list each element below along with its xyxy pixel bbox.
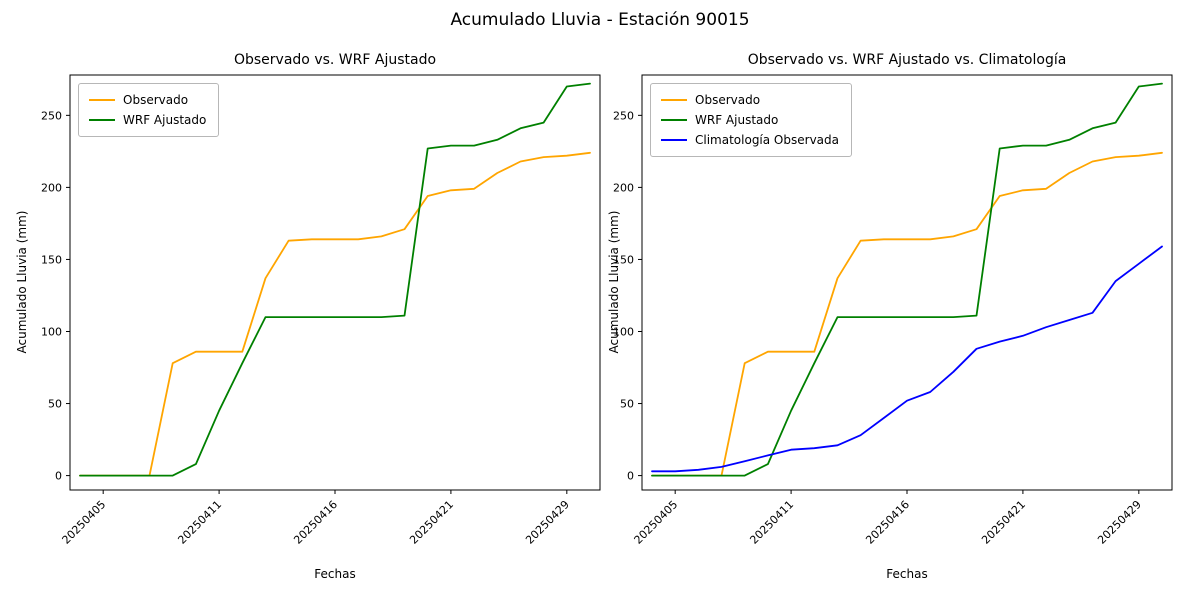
y-tick-label: 200 — [613, 181, 634, 194]
legend-label: WRF Ajustado — [695, 113, 779, 127]
y-tick-label: 100 — [41, 325, 62, 338]
y-tick-label: 100 — [613, 325, 634, 338]
y-tick-label: 50 — [620, 398, 634, 411]
legend-entry: WRF Ajustado — [659, 110, 841, 130]
series-line — [651, 245, 1163, 473]
x-tick-label: 20250405 — [632, 498, 681, 547]
legend-label: WRF Ajustado — [123, 113, 207, 127]
legend-entry: Observado — [87, 90, 208, 110]
legend-line-sample — [89, 119, 115, 121]
axes-frame — [69, 74, 601, 491]
legend-line-sample — [89, 99, 115, 101]
y-tick-label: 50 — [48, 398, 62, 411]
x-axis-label-right: Fechas — [886, 567, 928, 581]
subplot-title-left: Observado vs. WRF Ajustado — [233, 52, 437, 68]
y-tick-label: 250 — [41, 109, 62, 122]
series-line — [651, 82, 1163, 477]
legend-label: Observado — [695, 93, 761, 107]
legend-left: Observado WRF Ajustado — [78, 83, 220, 137]
series-line — [651, 151, 1163, 477]
series-line — [79, 151, 591, 477]
figure-title: Acumulado Lluvia - Estación 90015 — [450, 10, 750, 30]
y-tick-label: 150 — [41, 253, 62, 266]
x-tick-label: 20250411 — [747, 498, 796, 547]
y-tick-label: 0 — [55, 470, 62, 483]
x-tick-label: 20250405 — [60, 498, 109, 547]
legend-entry: Observado — [659, 90, 841, 110]
legend-label: Climatología Observada — [695, 133, 839, 147]
y-tick-label: 0 — [627, 470, 634, 483]
legend-line-sample — [661, 139, 687, 141]
x-tick-label: 20250416 — [863, 498, 912, 547]
x-tick-label: 20250411 — [175, 498, 224, 547]
legend-entry: Climatología Observada — [659, 130, 841, 150]
axes-frame — [641, 74, 1173, 491]
legend-line-sample — [661, 119, 687, 121]
x-tick-label: 20250421 — [979, 498, 1028, 547]
legend-label: Observado — [123, 93, 189, 107]
y-axis-label-left: Acumulado Lluvia (mm) — [15, 210, 29, 354]
series-line — [79, 82, 591, 477]
y-tick-label: 250 — [613, 109, 634, 122]
x-axis-label-left: Fechas — [314, 567, 356, 581]
legend-right: Observado WRF Ajustado Climatología Observ… — [650, 83, 852, 157]
x-tick-label: 20250429 — [1095, 498, 1144, 547]
y-axis-label-right: Acumulado Lluvia (mm) — [607, 210, 621, 354]
y-tick-label: 200 — [41, 181, 62, 194]
legend-line-sample — [661, 99, 687, 101]
legend-entry: WRF Ajustado — [87, 110, 208, 130]
x-tick-label: 20250421 — [407, 498, 456, 547]
subplot-title-right: Observado vs. WRF Ajustado vs. Climatolo… — [747, 52, 1067, 68]
y-tick-label: 150 — [613, 253, 634, 266]
x-tick-label: 20250429 — [523, 498, 572, 547]
x-tick-label: 20250416 — [291, 498, 340, 547]
